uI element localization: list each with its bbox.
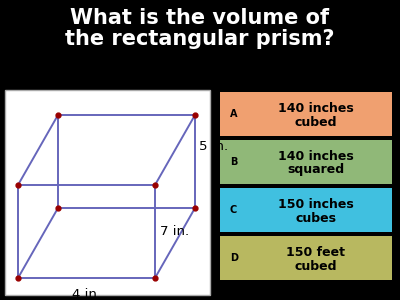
Text: squared: squared (288, 164, 344, 176)
Text: 150 inches: 150 inches (278, 197, 354, 211)
Text: cubed: cubed (295, 116, 337, 128)
Text: cubed: cubed (295, 260, 337, 272)
Text: 7 in.: 7 in. (160, 225, 189, 238)
FancyBboxPatch shape (220, 188, 392, 232)
FancyBboxPatch shape (220, 92, 392, 136)
Text: 5 in.: 5 in. (199, 140, 228, 152)
Text: C: C (230, 205, 237, 215)
Text: What is the volume of: What is the volume of (70, 8, 330, 28)
FancyBboxPatch shape (220, 236, 392, 280)
Text: D: D (230, 253, 238, 263)
FancyBboxPatch shape (5, 90, 210, 295)
Text: 150 feet: 150 feet (286, 245, 346, 259)
Text: cubes: cubes (296, 212, 336, 224)
Text: B: B (230, 157, 237, 167)
Text: 140 inches: 140 inches (278, 149, 354, 163)
Text: A: A (230, 109, 238, 119)
Text: the rectangular prism?: the rectangular prism? (65, 29, 335, 49)
Text: 4 in.: 4 in. (72, 288, 101, 300)
FancyBboxPatch shape (220, 140, 392, 184)
Text: 140 inches: 140 inches (278, 101, 354, 115)
